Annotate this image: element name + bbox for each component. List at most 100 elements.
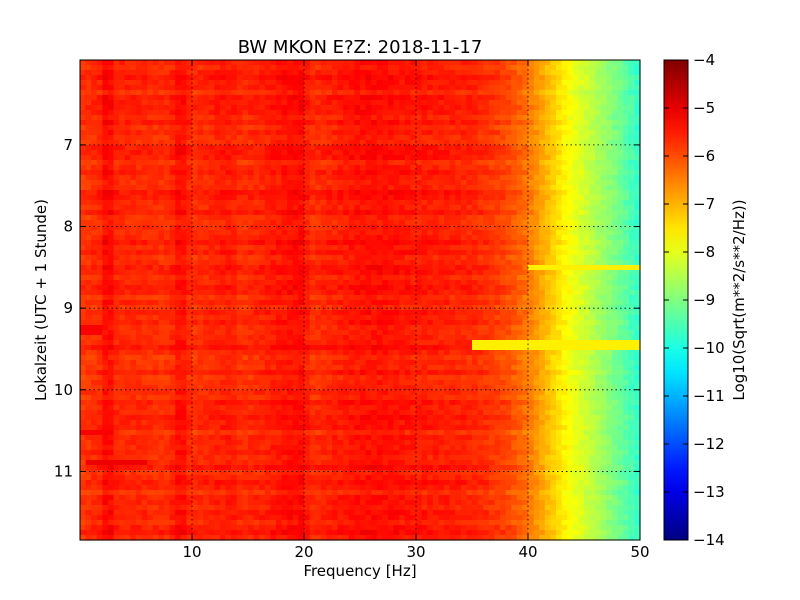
heatmap-cell	[477, 180, 484, 186]
heatmap-cell	[371, 130, 378, 136]
heatmap-cell	[449, 75, 456, 81]
heatmap-cell	[158, 175, 165, 181]
heatmap-cell	[444, 100, 451, 106]
heatmap-cell	[242, 250, 249, 256]
heatmap-cell	[253, 155, 260, 161]
heatmap-cell	[539, 90, 546, 96]
heatmap-cell	[253, 165, 260, 171]
heatmap-cell	[164, 170, 171, 176]
heatmap-cell	[393, 215, 400, 221]
heatmap-cell	[472, 165, 479, 171]
heatmap-cell	[264, 235, 271, 241]
heatmap-cell	[337, 80, 344, 86]
heatmap-cell	[124, 250, 131, 256]
heatmap-cell	[449, 125, 456, 131]
heatmap-cell	[600, 105, 607, 111]
heatmap-cell	[348, 200, 355, 206]
heatmap-cell	[466, 205, 473, 211]
heatmap-cell	[259, 285, 266, 291]
heatmap-cell	[108, 80, 115, 86]
heatmap-cell	[119, 275, 126, 281]
heatmap-cell	[399, 140, 406, 146]
heatmap-cell	[304, 200, 311, 206]
heatmap-cell	[421, 210, 428, 216]
heatmap-cell	[427, 300, 434, 306]
heatmap-cell	[516, 235, 523, 241]
heatmap-cell	[253, 115, 260, 121]
heatmap-cell	[589, 295, 596, 301]
heatmap-cell	[175, 175, 182, 181]
heatmap-cell	[522, 235, 529, 241]
heatmap-cell	[612, 215, 619, 221]
heatmap-cell	[242, 145, 249, 151]
heatmap-cell	[628, 255, 635, 261]
heatmap-cell	[197, 105, 204, 111]
heatmap-cell	[348, 165, 355, 171]
heatmap-cell	[628, 100, 635, 106]
heatmap-cell	[270, 270, 277, 276]
heatmap-cell	[108, 115, 115, 121]
heatmap-cell	[494, 160, 501, 166]
heatmap-cell	[578, 65, 585, 71]
heatmap-cell	[578, 75, 585, 81]
heatmap-cell	[460, 265, 467, 271]
heatmap-cell	[309, 190, 316, 196]
heatmap-cell	[600, 90, 607, 96]
heatmap-cell	[147, 255, 154, 261]
heatmap-cell	[337, 65, 344, 71]
heatmap-cell	[242, 85, 249, 91]
heatmap-cell	[292, 80, 299, 86]
heatmap-cell	[96, 205, 103, 211]
heatmap-cell	[85, 285, 92, 291]
heatmap-cell	[500, 225, 507, 231]
heatmap-cell	[124, 70, 131, 76]
heatmap-cell	[236, 180, 243, 186]
heatmap-cell	[455, 280, 462, 286]
heatmap-cell	[102, 100, 109, 106]
heatmap-cell	[208, 270, 215, 276]
heatmap-cell	[354, 105, 361, 111]
heatmap-cell	[180, 185, 187, 191]
heatmap-cell	[427, 285, 434, 291]
heatmap-cell	[472, 120, 479, 126]
heatmap-cell	[343, 160, 350, 166]
heatmap-cell	[225, 240, 232, 246]
heatmap-cell	[393, 70, 400, 76]
heatmap-cell	[281, 150, 288, 156]
heatmap-cell	[96, 240, 103, 246]
heatmap-cell	[343, 135, 350, 141]
heatmap-cell	[91, 115, 98, 121]
heatmap-cell	[382, 190, 389, 196]
heatmap-cell	[589, 100, 596, 106]
heatmap-cell	[466, 105, 473, 111]
heatmap-cell	[561, 150, 568, 156]
heatmap-cell	[326, 90, 333, 96]
heatmap-cell	[533, 255, 540, 261]
heatmap-cell	[225, 145, 232, 151]
heatmap-cell	[438, 230, 445, 236]
heatmap-cell	[544, 165, 551, 171]
heatmap-cell	[220, 180, 227, 186]
heatmap-cell	[119, 130, 126, 136]
heatmap-cell	[421, 240, 428, 246]
heatmap-cell	[147, 165, 154, 171]
heatmap-cell	[561, 125, 568, 131]
heatmap-cell	[360, 105, 367, 111]
heatmap-cells	[80, 60, 641, 541]
heatmap-cell	[606, 180, 613, 186]
heatmap-cell	[533, 75, 540, 81]
heatmap-cell	[466, 80, 473, 86]
heatmap-cell	[136, 145, 143, 151]
heatmap-cell	[320, 75, 327, 81]
heatmap-cell	[96, 110, 103, 116]
heatmap-cell	[124, 275, 131, 281]
heatmap-cell	[124, 85, 131, 91]
heatmap-cell	[500, 60, 507, 66]
heatmap-cell	[472, 285, 479, 291]
heatmap-cell	[186, 140, 193, 146]
heatmap-cell	[516, 95, 523, 101]
heatmap-cell	[376, 235, 383, 241]
heatmap-cell	[348, 60, 355, 66]
heatmap-cell	[208, 285, 215, 291]
heatmap-cell	[354, 290, 361, 296]
